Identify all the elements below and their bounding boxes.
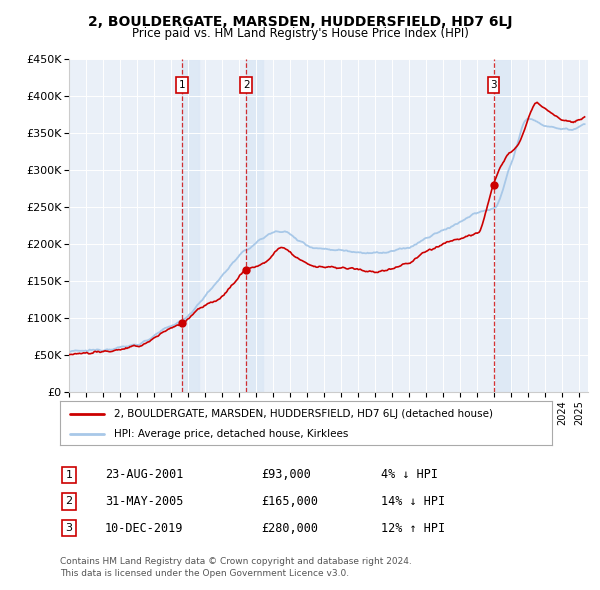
Text: 2: 2 xyxy=(65,497,73,506)
Text: 2, BOULDERGATE, MARSDEN, HUDDERSFIELD, HD7 6LJ: 2, BOULDERGATE, MARSDEN, HUDDERSFIELD, H… xyxy=(88,15,512,29)
Text: £280,000: £280,000 xyxy=(261,522,318,535)
Text: Price paid vs. HM Land Registry's House Price Index (HPI): Price paid vs. HM Land Registry's House … xyxy=(131,27,469,40)
Text: 4% ↓ HPI: 4% ↓ HPI xyxy=(381,468,438,481)
Text: 1: 1 xyxy=(179,80,185,90)
Bar xyxy=(494,59,511,392)
Bar xyxy=(247,59,263,392)
Text: 14% ↓ HPI: 14% ↓ HPI xyxy=(381,495,445,508)
Text: 3: 3 xyxy=(65,523,73,533)
Text: £165,000: £165,000 xyxy=(261,495,318,508)
Text: £93,000: £93,000 xyxy=(261,468,311,481)
Text: 1: 1 xyxy=(65,470,73,480)
Text: HPI: Average price, detached house, Kirklees: HPI: Average price, detached house, Kirk… xyxy=(114,430,349,440)
Text: 2, BOULDERGATE, MARSDEN, HUDDERSFIELD, HD7 6LJ (detached house): 2, BOULDERGATE, MARSDEN, HUDDERSFIELD, H… xyxy=(114,409,493,418)
Text: This data is licensed under the Open Government Licence v3.0.: This data is licensed under the Open Gov… xyxy=(60,569,349,578)
Bar xyxy=(182,59,199,392)
Text: 3: 3 xyxy=(490,80,497,90)
Text: 12% ↑ HPI: 12% ↑ HPI xyxy=(381,522,445,535)
Text: 23-AUG-2001: 23-AUG-2001 xyxy=(105,468,184,481)
Text: 2: 2 xyxy=(243,80,250,90)
Text: Contains HM Land Registry data © Crown copyright and database right 2024.: Contains HM Land Registry data © Crown c… xyxy=(60,558,412,566)
Text: 10-DEC-2019: 10-DEC-2019 xyxy=(105,522,184,535)
Text: 31-MAY-2005: 31-MAY-2005 xyxy=(105,495,184,508)
